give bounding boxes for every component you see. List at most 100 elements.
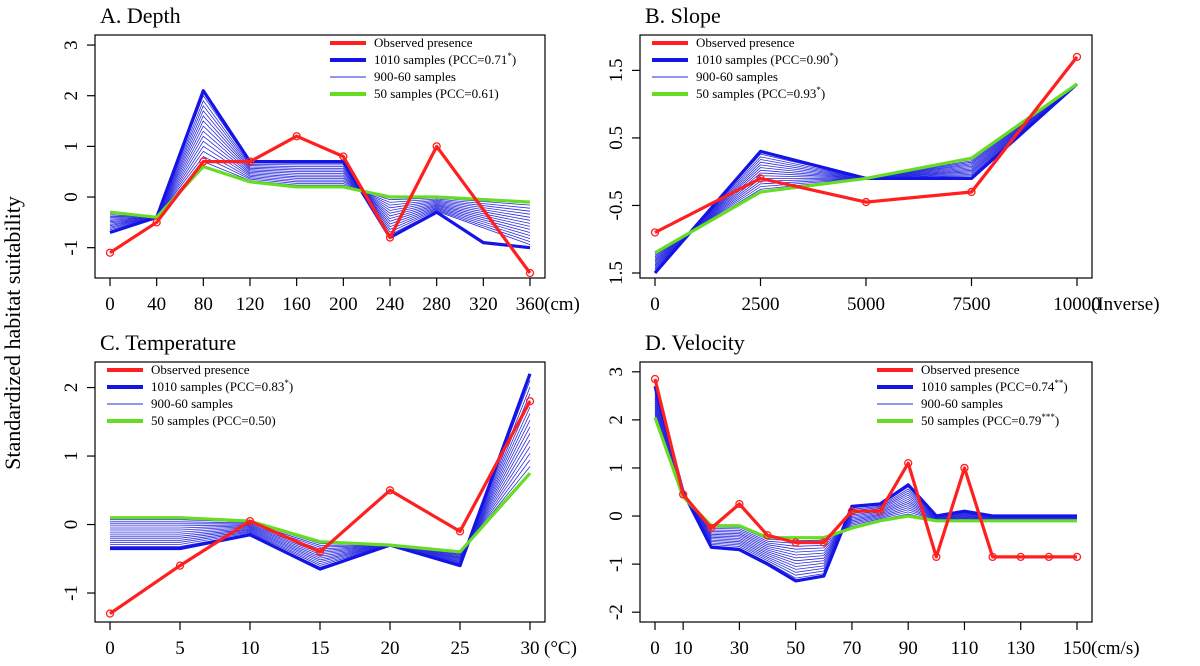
series-900-60-line: [109, 125, 531, 227]
x-tick-label: 5000: [847, 294, 885, 315]
y-tick-label: 0: [61, 192, 82, 202]
panel-title: B. Slope: [645, 3, 721, 28]
x-tick-label: 160: [282, 294, 311, 315]
x-tick-label: 25: [451, 638, 470, 659]
series-900-60-line: [109, 110, 531, 236]
observed-point: [650, 228, 660, 237]
y-tick-label: -1: [606, 556, 627, 572]
series-900-60-line: [109, 135, 531, 221]
series-900-60-line: [654, 83, 1078, 267]
x-tick-label: 20: [381, 638, 400, 659]
series-900-60-line: [110, 420, 531, 560]
observed-point: [650, 374, 660, 384]
series-1010-line: [653, 385, 1077, 583]
legend-label-s1010: 1010 samples (PCC=0.74**): [921, 378, 1068, 394]
series-900-60-line: [109, 105, 531, 239]
panel-title: A. Depth: [100, 3, 181, 28]
y-tick-label: 0.5: [606, 126, 627, 150]
series-observed-line: [109, 134, 532, 274]
panel-a: A. Depth -1 0 1 2 3 0 40 80 120 160 200 240 280 320 360…: [61, 3, 580, 315]
series-50-line: [653, 416, 1077, 540]
observed-point: [791, 538, 800, 547]
x-tick-label: 150: [1063, 638, 1092, 659]
x-tick-label: 70: [842, 638, 861, 659]
x-tick-label: 90: [899, 638, 918, 659]
x-tick-label: 30: [730, 638, 749, 659]
observed-point: [960, 463, 969, 473]
legend-label-observed: Observed presence: [374, 35, 473, 50]
y-tick-label: 2: [606, 415, 627, 425]
observed-point: [245, 516, 255, 526]
series-50-line: [654, 82, 1078, 255]
observed-point: [105, 609, 115, 618]
y-tick-label: 1.5: [606, 261, 627, 285]
legend-label-text: Observed presence: [696, 35, 795, 50]
series-900-60-line: [654, 83, 1078, 260]
observed-point: [199, 157, 208, 166]
observed-point: [1072, 552, 1082, 562]
series-900-60-line: [654, 83, 1078, 262]
observed-point: [105, 248, 115, 257]
series-900-60-line: [654, 83, 1078, 258]
y-tick-label: 0: [606, 511, 627, 521]
observed-point: [932, 552, 941, 562]
observed-point: [967, 187, 976, 197]
series-1010-line: [109, 89, 531, 250]
observed-point: [1072, 52, 1082, 62]
x-tick-label: 0: [650, 638, 660, 659]
series-900-60-line: [109, 140, 531, 220]
x-tick-label: 15: [311, 638, 330, 659]
legend-label-tail: ): [1055, 413, 1059, 428]
legend-significance-mark: **: [1054, 378, 1064, 388]
legend-label-s900: 900-60 samples: [696, 69, 778, 84]
observed-point: [455, 527, 465, 536]
legend-label-text: Observed presence: [151, 362, 250, 377]
legend-significance-mark: *: [284, 378, 289, 388]
legend-label-s1010: 1010 samples (PCC=0.90*): [696, 51, 838, 67]
legend-label-text: 1010 samples (PCC=0.83: [151, 379, 284, 394]
observed-point: [735, 499, 744, 509]
x-tick-label: 280: [422, 294, 451, 315]
observed-point: [245, 157, 255, 166]
y-tick-label: -0.5: [606, 190, 627, 220]
series-900-60-line: [110, 413, 531, 561]
observed-point: [1044, 552, 1054, 562]
series-900-60-line: [110, 433, 531, 558]
y-tick-label: -2: [606, 604, 627, 620]
y-tick-label: -1: [61, 240, 82, 256]
x-tick-label: 40: [147, 294, 166, 315]
legend-label-text: Observed presence: [374, 35, 473, 50]
series-900-60-line: [654, 83, 1078, 268]
x-tick-label: 2500: [742, 294, 780, 315]
legend-label-observed: Observed presence: [921, 362, 1020, 377]
y-tick-label: -1: [61, 585, 82, 601]
series-900-60-line: [654, 83, 1078, 255]
x-tick-label: 110: [951, 638, 979, 659]
legend-significance-mark: *: [816, 85, 821, 95]
legend-significance-mark: *: [507, 51, 512, 61]
legend-label-text: 50 samples (PCC=0.50): [151, 413, 276, 428]
legend-label-s50: 50 samples (PCC=0.50): [151, 413, 276, 428]
series-900-60-line: [654, 83, 1078, 266]
legend-label-s1010: 1010 samples (PCC=0.83*): [151, 378, 293, 394]
legend-label-text: 50 samples (PCC=0.79: [921, 413, 1041, 428]
series-900-60-line: [110, 406, 531, 562]
x-tick-label: 50: [786, 638, 805, 659]
series-900-60-line: [110, 459, 531, 555]
observed-point: [988, 552, 997, 562]
x-unit-label: (°C): [544, 638, 577, 659]
observed-point: [385, 233, 395, 242]
series-900-60-line: [110, 426, 531, 559]
legend-label-s50: 50 samples (PCC=0.93*): [696, 85, 825, 101]
legend-label-observed: Observed presence: [696, 35, 795, 50]
series-900-60-line: [654, 83, 1078, 263]
panel-b: B. Slope 1.5 -0.5 0.5 1.5 0 2500 5000 7500 10000(…: [606, 3, 1160, 315]
legend-label-s900: 900-60 samples: [374, 69, 456, 84]
series-900-60-line: [654, 83, 1078, 256]
panel-title: D. Velocity: [645, 330, 745, 355]
legend-label-text: 1010 samples (PCC=0.90: [696, 52, 829, 67]
